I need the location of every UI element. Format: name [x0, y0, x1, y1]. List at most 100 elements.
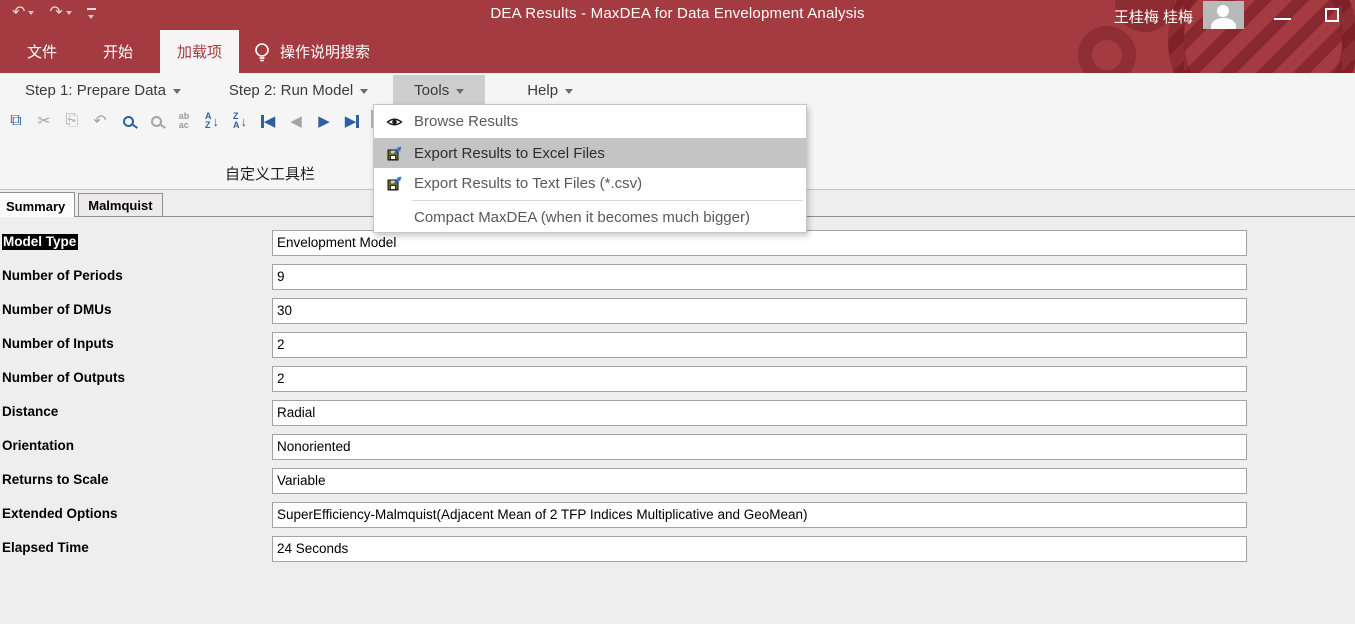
menu-step1-prepare-data[interactable]: Step 1: Prepare Data	[5, 75, 201, 105]
ribbon-tab-home[interactable]: 开始	[103, 44, 134, 61]
chevron-down-icon	[172, 88, 181, 94]
field-label: Distance	[2, 404, 59, 419]
summary-form: Model Type Envelopment Model Number of P…	[0, 217, 1355, 624]
chevron-down-icon	[88, 14, 95, 19]
undo-button[interactable]: ↶	[12, 4, 35, 22]
triangle-glyph: ◀	[290, 112, 302, 130]
triangle-glyph: ▶	[318, 112, 330, 130]
find-icon[interactable]	[117, 109, 139, 133]
menu-label: Tools	[414, 81, 450, 99]
number-of-inputs-field[interactable]: 2	[272, 332, 1247, 358]
form-row-returns-to-scale: Returns to Scale Variable	[0, 468, 1355, 494]
returns-to-scale-field[interactable]: Variable	[272, 468, 1247, 494]
model-type-field[interactable]: Envelopment Model	[272, 230, 1247, 256]
undo-icon[interactable]: ↶	[93, 113, 107, 130]
ribbon-tab-bar: 文件 开始 加载项 操作说明搜索	[0, 30, 1355, 73]
menu-tools[interactable]: Tools	[393, 75, 486, 105]
lightbulb-icon	[255, 42, 269, 61]
replace-icon[interactable]: ab ac	[173, 109, 195, 133]
export-text-icon	[374, 176, 414, 191]
menu-item-browse-results[interactable]: Browse Results	[374, 105, 806, 138]
ribbon-tab-addins[interactable]: 加载项	[160, 30, 240, 73]
quick-access-toolbar: ↶ ↷	[12, 4, 96, 22]
office-header: ↶ ↷ DEA Results - MaxDEA for Data Envelo…	[0, 0, 1355, 73]
menu-item-label: Browse Results	[414, 113, 519, 130]
form-row-number-of-outputs: Number of Outputs 2	[0, 366, 1355, 392]
field-label: Number of DMUs	[2, 302, 112, 317]
chevron-down-icon	[28, 11, 35, 15]
distance-field[interactable]: Radial	[272, 400, 1247, 426]
form-row-number-of-dmus: Number of DMUs 30	[0, 298, 1355, 324]
custom-toolbar-label: 自定义工具栏	[224, 166, 315, 183]
user-name: 王桂梅 桂梅	[1113, 8, 1193, 26]
customize-qat-icon	[86, 7, 96, 10]
menu-step2-run-model[interactable]: Step 2: Run Model	[209, 75, 388, 105]
magnifier-glyph	[150, 115, 162, 127]
find-next-icon[interactable]	[145, 109, 167, 133]
customize-qat-button[interactable]	[86, 7, 96, 19]
first-record-icon[interactable]: ◀	[257, 109, 279, 133]
avatar-person-icon	[1217, 5, 1229, 17]
field-label: Number of Periods	[2, 268, 123, 283]
eye-icon	[374, 116, 414, 128]
account-avatar[interactable]	[1203, 1, 1244, 29]
copy-icon[interactable]: ⧉	[10, 112, 22, 129]
extended-options-field[interactable]: SuperEfficiency-Malmquist(Adjacent Mean …	[272, 502, 1247, 528]
bar-glyph	[356, 114, 360, 128]
avatar-person-icon	[1211, 18, 1236, 29]
export-excel-icon	[374, 146, 414, 161]
redo-button[interactable]: ↷	[49, 4, 72, 22]
tools-dropdown-menu: Browse Results Export Results to Excel F…	[373, 104, 807, 233]
undo-icon: ↶	[12, 4, 26, 21]
menu-help[interactable]: Help	[507, 75, 593, 105]
tell-me-label: 操作说明搜索	[280, 44, 371, 61]
form-row-distance: Distance Radial	[0, 400, 1355, 426]
triangle-glyph: ▶	[344, 112, 357, 130]
menu-separator	[412, 200, 803, 201]
chevron-down-icon	[360, 88, 369, 94]
field-label: Extended Options	[2, 506, 118, 521]
menu-item-label: Compact MaxDEA (when it becomes much big…	[414, 209, 750, 226]
tab-summary[interactable]: Summary	[0, 192, 76, 217]
previous-record-icon[interactable]: ◀	[285, 109, 307, 133]
elapsed-time-field[interactable]: 24 Seconds	[272, 536, 1247, 562]
tab-malmquist[interactable]: Malmquist	[78, 193, 163, 216]
bar-glyph	[260, 114, 264, 128]
chevron-down-icon	[565, 88, 574, 94]
tell-me-search[interactable]: 操作说明搜索	[253, 30, 370, 73]
chevron-down-icon	[456, 88, 465, 94]
number-of-periods-field[interactable]: 9	[272, 264, 1247, 290]
menu-label: Help	[527, 81, 559, 99]
form-row-number-of-inputs: Number of Inputs 2	[0, 332, 1355, 358]
addins-menubar: Step 1: Prepare Data Step 2: Run Model T…	[0, 75, 593, 105]
form-row-model-type: Model Type Envelopment Model	[0, 230, 1355, 256]
paste-icon[interactable]: ⎘	[65, 112, 79, 129]
redo-icon: ↷	[49, 4, 63, 21]
menu-item-export-results-to-excel[interactable]: Export Results to Excel Files	[374, 138, 806, 168]
last-record-icon[interactable]: ▶	[341, 109, 363, 133]
orientation-field[interactable]: Nonoriented	[272, 434, 1247, 460]
titlebar-right: 王桂梅 桂梅	[1114, 0, 1343, 30]
maximize-button[interactable]	[1325, 8, 1339, 22]
number-of-dmus-field[interactable]: 30	[272, 298, 1247, 324]
titlebar: ↶ ↷ DEA Results - MaxDEA for Data Envelo…	[0, 0, 1355, 30]
cut-icon[interactable]: ✂	[37, 113, 51, 130]
number-of-outputs-field[interactable]: 2	[272, 366, 1247, 392]
menu-item-compact-maxdea[interactable]: Compact MaxDEA (when it becomes much big…	[374, 203, 806, 232]
next-record-icon[interactable]: ▶	[313, 109, 335, 133]
form-row-orientation: Orientation Nonoriented	[0, 434, 1355, 460]
window-title: DEA Results - MaxDEA for Data Envelopmen…	[490, 5, 865, 22]
replace-glyph: ab ac	[178, 111, 190, 130]
menu-label: Step 1: Prepare Data	[25, 81, 166, 99]
minimize-button[interactable]	[1274, 18, 1291, 20]
ribbon-tab-file[interactable]: 文件	[27, 44, 58, 61]
form-row-extended-options: Extended Options SuperEfficiency-Malmqui…	[0, 502, 1355, 528]
chevron-down-icon	[65, 11, 72, 15]
field-label: Returns to Scale	[2, 472, 109, 487]
menu-item-export-results-to-text[interactable]: Export Results to Text Files (*.csv)	[374, 168, 806, 198]
form-row-number-of-periods: Number of Periods 9	[0, 264, 1355, 290]
